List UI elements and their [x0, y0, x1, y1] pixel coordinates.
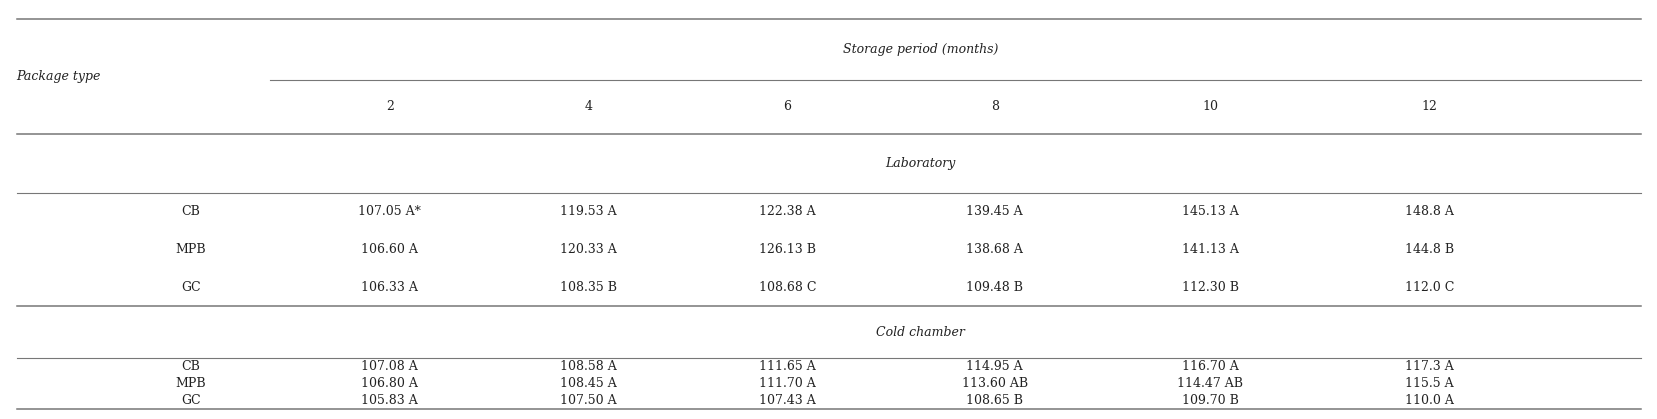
Text: 106.33 A: 106.33 A [361, 280, 418, 294]
Text: 108.68 C: 108.68 C [759, 280, 815, 294]
Text: 111.70 A: 111.70 A [759, 377, 815, 390]
Text: 108.58 A: 108.58 A [560, 360, 616, 373]
Text: 8: 8 [991, 100, 998, 114]
Text: GC: GC [181, 280, 200, 294]
Text: 106.80 A: 106.80 A [361, 377, 418, 390]
Text: 119.53 A: 119.53 A [560, 205, 616, 218]
Text: 115.5 A: 115.5 A [1403, 377, 1453, 390]
Text: 12: 12 [1420, 100, 1437, 114]
Text: 139.45 A: 139.45 A [966, 205, 1022, 218]
Text: 112.30 B: 112.30 B [1181, 280, 1238, 294]
Text: 138.68 A: 138.68 A [966, 243, 1022, 256]
Text: Storage period (months): Storage period (months) [842, 43, 998, 56]
Text: 111.65 A: 111.65 A [759, 360, 815, 373]
Text: Laboratory: Laboratory [885, 157, 954, 170]
Text: 105.83 A: 105.83 A [361, 393, 418, 407]
Text: 113.60 AB: 113.60 AB [961, 377, 1027, 390]
Text: GC: GC [181, 393, 200, 407]
Text: 108.35 B: 108.35 B [560, 280, 616, 294]
Text: 10: 10 [1201, 100, 1218, 114]
Text: 106.60 A: 106.60 A [361, 243, 418, 256]
Text: 148.8 A: 148.8 A [1403, 205, 1453, 218]
Text: 126.13 B: 126.13 B [759, 243, 815, 256]
Text: 108.45 A: 108.45 A [560, 377, 616, 390]
Text: 117.3 A: 117.3 A [1403, 360, 1453, 373]
Text: Cold chamber: Cold chamber [875, 326, 964, 339]
Text: 107.50 A: 107.50 A [560, 393, 616, 407]
Text: 145.13 A: 145.13 A [1181, 205, 1238, 218]
Text: 114.95 A: 114.95 A [966, 360, 1022, 373]
Text: 107.08 A: 107.08 A [361, 360, 418, 373]
Text: CB: CB [181, 205, 200, 218]
Text: 108.65 B: 108.65 B [966, 393, 1022, 407]
Text: 110.0 A: 110.0 A [1403, 393, 1453, 407]
Text: 122.38 A: 122.38 A [759, 205, 815, 218]
Text: 4: 4 [585, 100, 592, 114]
Text: 2: 2 [386, 100, 393, 114]
Text: 112.0 C: 112.0 C [1403, 280, 1453, 294]
Text: 141.13 A: 141.13 A [1181, 243, 1238, 256]
Text: 120.33 A: 120.33 A [560, 243, 616, 256]
Text: 109.70 B: 109.70 B [1181, 393, 1238, 407]
Text: 107.43 A: 107.43 A [759, 393, 815, 407]
Text: 116.70 A: 116.70 A [1181, 360, 1238, 373]
Text: MPB: MPB [176, 377, 205, 390]
Text: 6: 6 [784, 100, 790, 114]
Text: MPB: MPB [176, 243, 205, 256]
Text: 114.47 AB: 114.47 AB [1176, 377, 1243, 390]
Text: 144.8 B: 144.8 B [1403, 243, 1453, 256]
Text: Package type: Package type [17, 70, 101, 83]
Text: 107.05 A*: 107.05 A* [358, 205, 421, 218]
Text: CB: CB [181, 360, 200, 373]
Text: 109.48 B: 109.48 B [966, 280, 1022, 294]
